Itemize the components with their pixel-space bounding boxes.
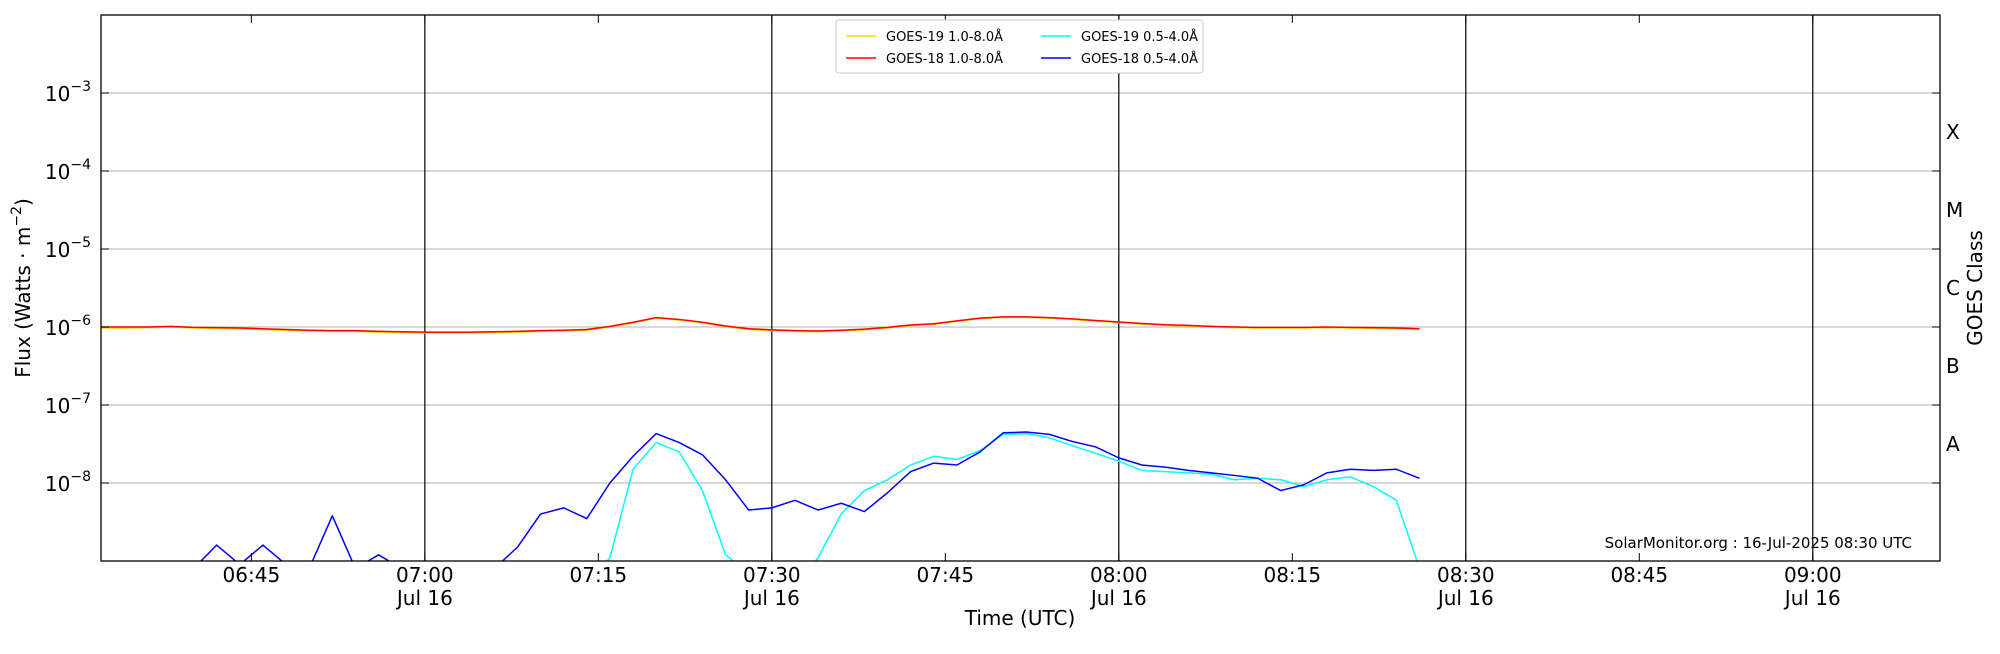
x-tick-sublabel: Jul 16 [1089,586,1147,610]
annotation: SolarMonitor.org : 16-Jul-2025 08:30 UTC [1605,534,1912,552]
y-tick-label: 10−4 [45,157,91,184]
series-line [199,431,1420,561]
goes-class-label: A [1946,432,1960,456]
series-line [606,432,1418,561]
x-tick-label: 07:00 [396,563,454,587]
y-tick-label: 10−5 [45,235,91,262]
x-tick-label: 08:15 [1263,563,1321,587]
goes-class-label: X [1946,120,1960,144]
y2-axis-label: GOES Class [1963,230,1987,346]
x-tick-label: 08:45 [1610,563,1668,587]
y-tick-base: 10 [45,160,70,184]
x-tick-sublabel: Jul 16 [1783,586,1841,610]
legend-label: GOES-18 1.0-8.0Å [886,51,1003,67]
y-axis-label-exponent: −2 [9,206,25,227]
plot-frame [100,14,1941,562]
y-tick-exponent: −4 [70,157,91,173]
x-tick-label: 06:45 [223,563,281,587]
legend-label: GOES-18 0.5-4.0Å [1081,51,1198,67]
x-tick-sublabel: Jul 16 [395,586,453,610]
x-tick-sublabel: Jul 16 [1436,586,1494,610]
goes-class-label: B [1946,354,1960,378]
y-axis-label: Flux (Watts · m−2) [9,198,35,378]
goes-class-label: C [1946,276,1960,300]
legend-box [835,19,1204,74]
x-tick-label: 07:45 [917,563,975,587]
legend-label: GOES-19 0.5-4.0Å [1081,29,1198,45]
x-axis-label: Time (UTC) [964,606,1076,630]
y-tick-exponent: −5 [70,235,91,251]
y-tick-exponent: −3 [70,79,91,95]
series-line [101,316,1420,333]
y-tick-base: 10 [45,316,70,340]
y-tick-base: 10 [45,82,70,106]
y-tick-exponent: −8 [70,469,91,485]
y-tick-base: 10 [45,238,70,262]
y-axis-label-main: Flux (Watts · m [11,227,35,378]
x-tick-label: 07:30 [743,563,801,587]
y-tick-label: 10−3 [45,79,91,106]
y-tick-label: 10−8 [45,469,91,496]
x-tick-label: 08:30 [1437,563,1495,587]
y-axis-label-end: ) [11,198,35,206]
y-tick-label: 10−7 [45,391,91,418]
y-tick-exponent: −6 [70,313,91,329]
legend: GOES-19 1.0-8.0Å GOES-18 1.0-8.0Å GOES-19 … [835,19,1204,74]
y-tick-base: 10 [45,472,70,496]
x-tick-label: 08:00 [1090,563,1148,587]
grid [101,15,1940,561]
plot-lines [101,316,1420,561]
goes-class-label: M [1946,198,1963,222]
y-tick-label: 10−6 [45,313,91,340]
x-tick-label: 09:00 [1784,563,1842,587]
legend-label: GOES-19 1.0-8.0Å [886,29,1003,45]
x-tick-sublabel: Jul 16 [742,586,800,610]
x-tick-label: 07:15 [570,563,628,587]
y-tick-exponent: −7 [70,391,91,407]
y-tick-base: 10 [45,394,70,418]
